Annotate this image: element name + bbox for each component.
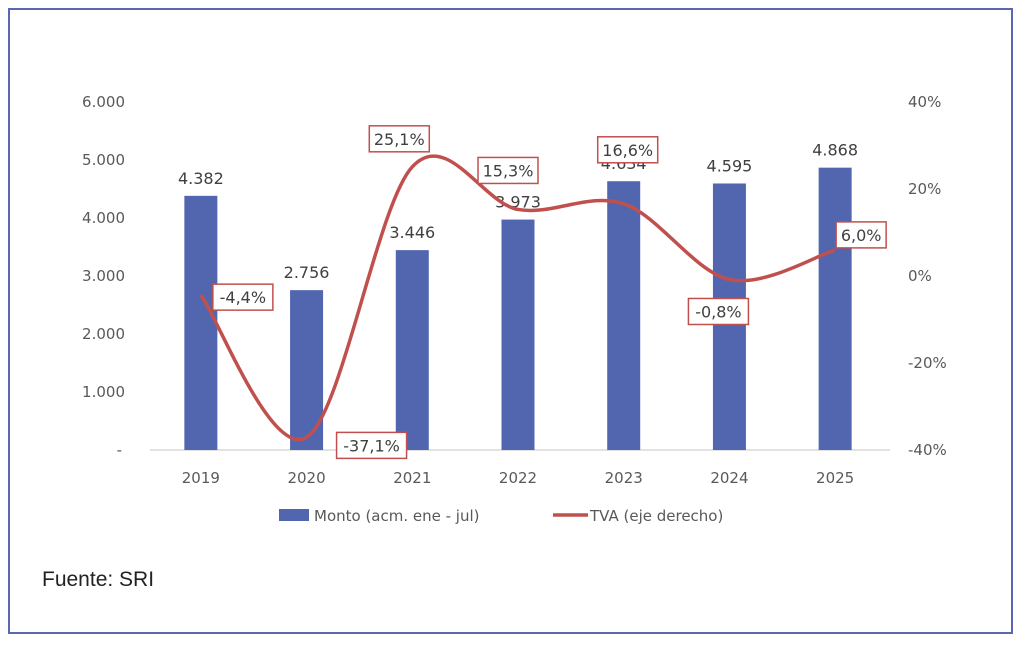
line-label-box [335, 431, 408, 460]
line-data-label: 15,3% [483, 161, 534, 180]
right-tick-label: 40% [908, 93, 941, 111]
tva-line [199, 154, 836, 442]
right-tick-label: 0% [908, 267, 932, 285]
bar [818, 167, 852, 450]
line-label-box [212, 283, 274, 311]
legend-label-bar: Monto (acm. ene - jul) [314, 507, 480, 525]
line-label-box [368, 125, 431, 153]
source-note: Fuente: SRI [42, 568, 155, 591]
line-data-label: 25,1% [374, 130, 425, 149]
left-tick-label: 2.000 [82, 325, 125, 343]
bar [607, 181, 641, 450]
line-data-label: -4,4% [220, 288, 266, 307]
line-data-label: 6,0% [841, 226, 882, 245]
left-tick-label: 1.000 [82, 383, 125, 401]
bar [395, 250, 429, 450]
line-label-box [596, 136, 659, 164]
chart-frame [8, 8, 1013, 634]
bar-data-label: 4.868 [812, 141, 858, 160]
x-tick-label: 2023 [605, 469, 643, 487]
x-tick-label: 2019 [182, 469, 220, 487]
x-tick-label: 2024 [710, 469, 748, 487]
left-tick-label: 6.000 [82, 93, 125, 111]
x-tick-label: 2025 [816, 469, 854, 487]
bar [184, 195, 218, 450]
line-label-box [835, 221, 887, 249]
right-tick-label: -40% [908, 441, 947, 459]
bar-data-label: 2.756 [284, 263, 330, 282]
legend-swatch-bar [279, 509, 309, 521]
line-label-box [477, 156, 539, 185]
bar-data-label: 4.382 [178, 169, 224, 188]
right-tick-label: -20% [908, 354, 947, 372]
x-tick-label: 2022 [499, 469, 537, 487]
bar [501, 219, 535, 450]
line-data-label: -0,8% [695, 302, 741, 321]
line-data-label: 16,6% [602, 141, 653, 160]
line-label-box [687, 297, 750, 326]
left-tick-label: 3.000 [82, 267, 125, 285]
right-tick-label: 20% [908, 180, 941, 198]
bar-data-label: 4.595 [707, 156, 753, 175]
left-tick-label: 4.000 [82, 209, 125, 227]
x-tick-label: 2020 [287, 469, 325, 487]
line-data-label: -37,1% [343, 436, 400, 455]
left-tick-label: - [117, 441, 122, 459]
bar-data-label: 3.446 [389, 223, 435, 242]
x-tick-label: 2021 [393, 469, 431, 487]
legend-label-line: TVA (eje derecho) [589, 507, 723, 525]
left-tick-label: 5.000 [82, 151, 125, 169]
